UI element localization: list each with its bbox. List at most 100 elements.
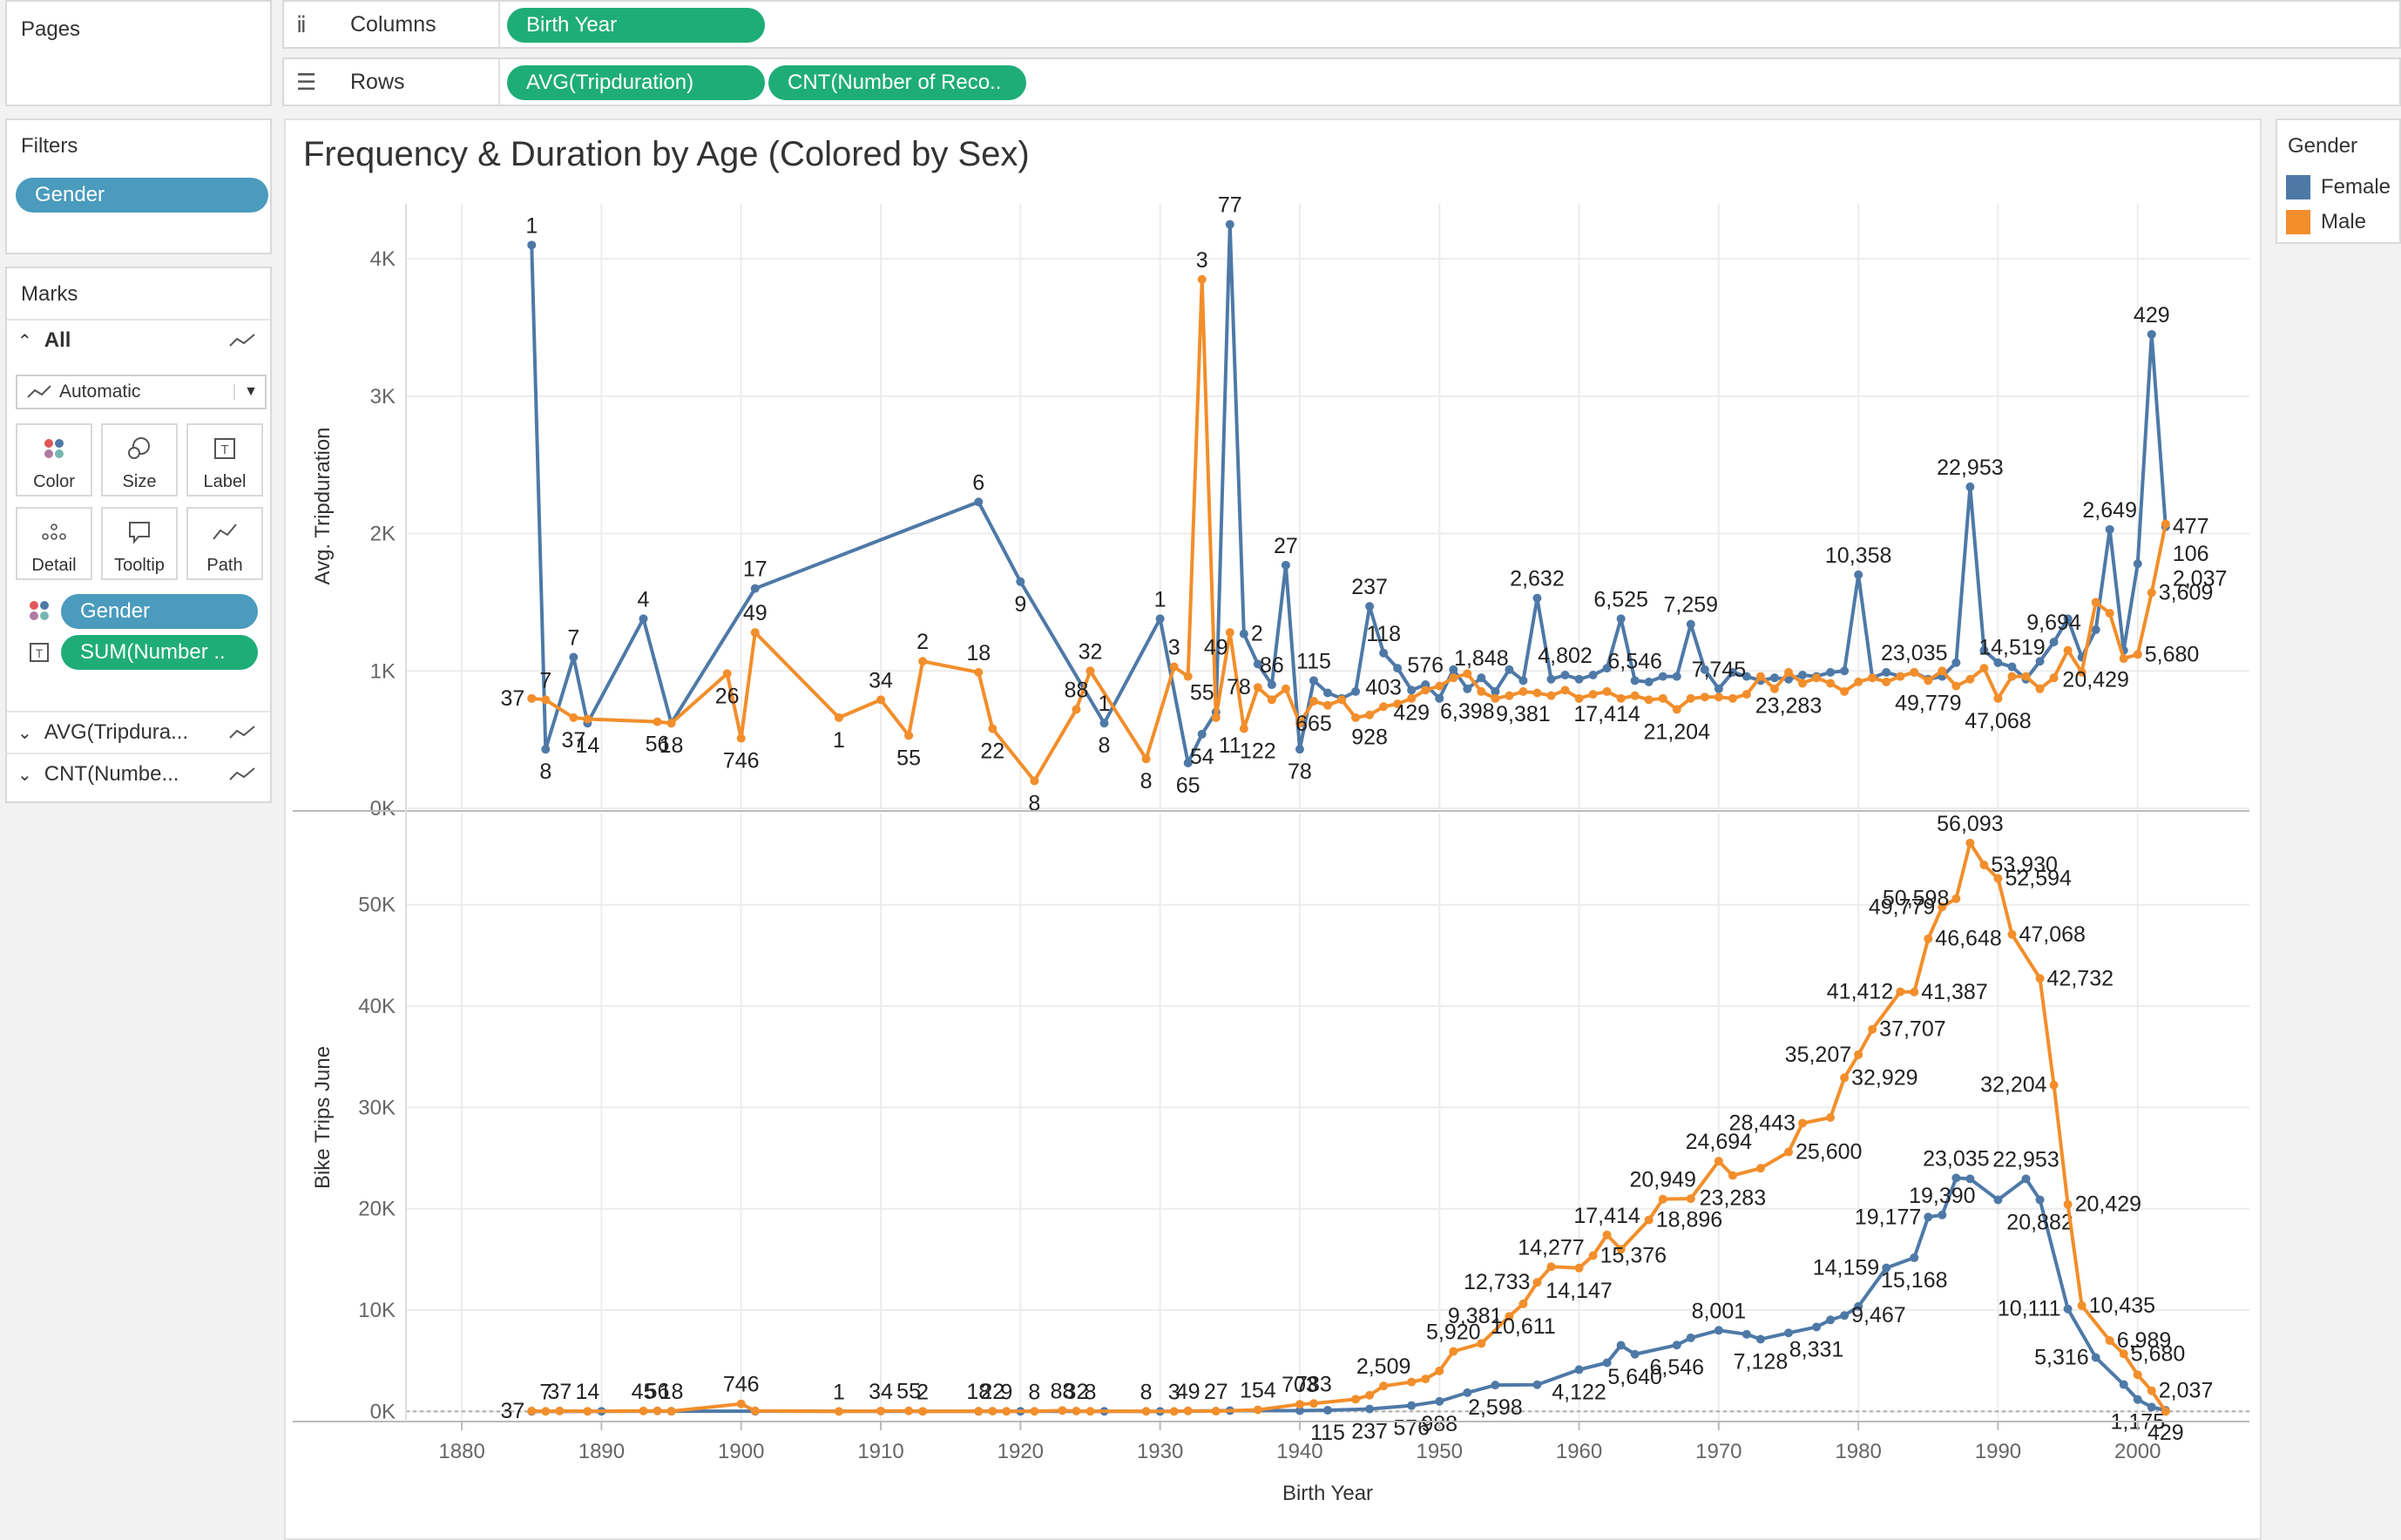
legend-swatch-male — [2286, 210, 2310, 234]
birth-year-pill[interactable]: Birth Year — [507, 8, 765, 43]
cnt-number-marks-row[interactable]: ⌄ CNT(Numbe... — [7, 753, 270, 794]
y-axis-title: Bike Trips June — [311, 1046, 335, 1189]
data-label: 14 — [575, 1380, 599, 1404]
data-label: 2,598 — [1468, 1395, 1523, 1420]
tooltip-card[interactable]: Tooltip — [101, 507, 178, 580]
pages-title: Pages — [21, 17, 81, 41]
data-point-male — [876, 695, 886, 705]
data-point-female — [1798, 671, 1808, 680]
data-point-female — [2091, 1353, 2100, 1362]
data-point-male — [2077, 667, 2087, 677]
mark-type-dropdown[interactable]: Automatic ▼ — [16, 375, 267, 409]
avg-tripduration-pill[interactable]: AVG(Tripduration) — [507, 65, 765, 100]
data-point-male — [1826, 679, 1836, 688]
y-tick-label: 50K — [358, 894, 396, 917]
data-point-male — [2105, 1336, 2114, 1346]
rows-shelf[interactable]: ☰ Rows AVG(Tripduration) CNT(Number of R… — [282, 57, 2401, 106]
legend-title: Gender — [2288, 134, 2358, 158]
data-point-male — [1616, 693, 1626, 703]
data-point-male — [988, 1407, 998, 1416]
data-label: 576 — [1407, 653, 1444, 678]
legend-item-male[interactable]: Male — [2286, 209, 2366, 235]
data-label: 47,068 — [2019, 922, 2085, 947]
data-point-male — [666, 1407, 676, 1416]
columns-shelf[interactable]: ⅱ Columns Birth Year — [282, 0, 2401, 49]
avg-tripduration-marks-row[interactable]: ⌄ AVG(Tripdura... — [7, 711, 270, 753]
data-point-male — [1700, 692, 1709, 702]
data-point-male — [1728, 1171, 1737, 1180]
data-point-male — [1002, 1407, 1011, 1416]
data-label: 32,204 — [1980, 1073, 2047, 1098]
text-field-icon: T — [30, 643, 49, 662]
data-label: 1 — [525, 213, 538, 238]
chevron-down-icon[interactable]: ⌄ — [17, 765, 32, 785]
marks-all-row[interactable]: ⌃ All — [7, 319, 270, 361]
gender-color-pill[interactable]: Gender — [61, 594, 258, 629]
label-card[interactable]: T Label — [186, 423, 263, 496]
data-point-male — [1896, 987, 1905, 996]
data-point-male — [904, 1406, 914, 1415]
data-point-male — [1784, 667, 1793, 677]
data-label: 115 — [1296, 649, 1331, 673]
x-tick-label: 1960 — [1556, 1440, 1602, 1463]
chevron-down-icon[interactable]: ⌄ — [17, 723, 32, 743]
x-tick-label: 1890 — [578, 1440, 625, 1463]
chevron-up-icon[interactable]: ⌃ — [17, 331, 32, 351]
x-tick-label: 1920 — [998, 1440, 1044, 1463]
x-tick-label: 1940 — [1276, 1440, 1322, 1463]
data-label: 7,128 — [1734, 1349, 1789, 1374]
data-label: 8 — [1085, 1380, 1097, 1404]
data-label: 1 — [833, 728, 845, 753]
data-point-male — [1910, 987, 1919, 996]
data-point-male — [1253, 683, 1262, 692]
data-point-female — [1644, 677, 1654, 686]
chevron-down-icon[interactable]: ▼ — [233, 384, 258, 400]
data-point-male — [1574, 693, 1584, 703]
data-point-female — [1197, 729, 1207, 739]
data-label: 746 — [723, 1373, 760, 1397]
y-tick-label: 1K — [370, 659, 396, 683]
data-point-male — [1714, 1157, 1723, 1166]
data-point-female — [1155, 614, 1165, 624]
data-point-female — [2063, 614, 2073, 624]
data-point-female — [1099, 719, 1109, 728]
color-card[interactable]: Color — [16, 423, 92, 496]
data-point-male — [1979, 664, 1989, 673]
detail-card[interactable]: Detail — [16, 507, 92, 580]
data-point-male — [974, 1407, 984, 1416]
line-mark-icon — [27, 385, 51, 398]
data-label: 35,207 — [1785, 1043, 1851, 1067]
data-point-female — [1714, 684, 1723, 693]
data-point-female — [1546, 674, 1556, 684]
data-point-female — [1728, 667, 1737, 677]
legend-item-female[interactable]: Female — [2286, 174, 2391, 200]
data-label: 6,546 — [1649, 1355, 1704, 1380]
data-label: 24,694 — [1686, 1130, 1753, 1154]
data-label: 4,802 — [1538, 644, 1593, 668]
mark-type-label: Automatic — [59, 382, 141, 402]
data-point-male — [1379, 702, 1389, 712]
data-point-male — [2007, 672, 2017, 681]
data-label: 8,331 — [1789, 1337, 1844, 1361]
gender-filter-pill[interactable]: Gender — [16, 178, 268, 213]
path-card[interactable]: Path — [186, 507, 263, 580]
y-tick-label: 20K — [358, 1198, 396, 1221]
data-point-male — [1769, 684, 1779, 693]
sum-number-label-pill[interactable]: SUM(Number .. — [61, 635, 258, 670]
y-tick-label: 0K — [370, 797, 396, 821]
data-label: 14 — [575, 733, 599, 758]
data-point-male — [1532, 688, 1542, 698]
data-label: 7,745 — [1692, 658, 1747, 682]
data-point-female — [1686, 619, 1695, 629]
data-label: 2,037 — [2173, 567, 2228, 591]
data-label: 88 — [1051, 1379, 1075, 1403]
data-point-male — [1546, 1262, 1556, 1272]
data-label: 928 — [1351, 726, 1388, 750]
data-label: 5,680 — [2131, 1341, 2186, 1366]
data-label: 2,632 — [1510, 567, 1565, 591]
data-point-male — [1365, 1390, 1375, 1400]
data-point-female — [1882, 667, 1891, 677]
cnt-records-pill[interactable]: CNT(Number of Reco.. — [768, 65, 1026, 100]
size-card[interactable]: Size — [101, 423, 178, 496]
data-point-female — [1993, 1195, 2003, 1205]
